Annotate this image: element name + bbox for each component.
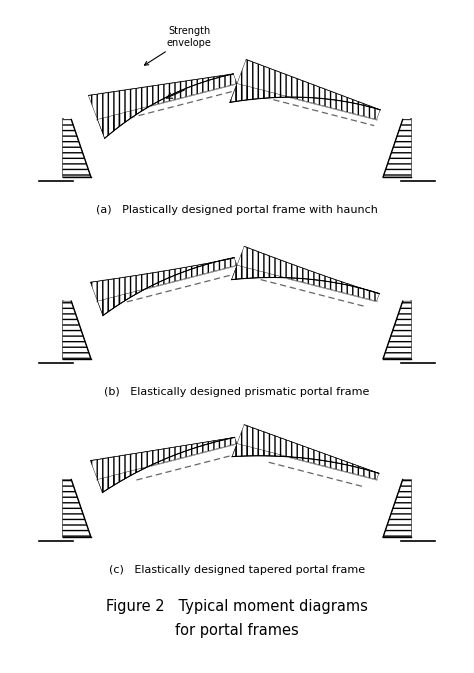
Text: Figure 2   Typical moment diagrams: Figure 2 Typical moment diagrams bbox=[106, 599, 368, 614]
Polygon shape bbox=[383, 120, 411, 177]
Polygon shape bbox=[63, 120, 91, 177]
Polygon shape bbox=[230, 59, 380, 110]
Polygon shape bbox=[98, 258, 237, 316]
Text: (b)   Elastically designed prismatic portal frame: (b) Elastically designed prismatic porta… bbox=[104, 387, 370, 397]
Polygon shape bbox=[98, 437, 237, 493]
Polygon shape bbox=[63, 479, 91, 537]
Polygon shape bbox=[91, 258, 234, 316]
Polygon shape bbox=[231, 265, 379, 302]
Polygon shape bbox=[232, 425, 379, 473]
Polygon shape bbox=[231, 246, 379, 293]
Polygon shape bbox=[383, 479, 411, 537]
Text: (c)   Elastically designed tapered portal frame: (c) Elastically designed tapered portal … bbox=[109, 565, 365, 575]
Text: (a)   Plastically designed portal frame with haunch: (a) Plastically designed portal frame wi… bbox=[96, 205, 378, 215]
Polygon shape bbox=[98, 74, 237, 139]
Polygon shape bbox=[383, 302, 411, 359]
Polygon shape bbox=[232, 444, 379, 479]
Polygon shape bbox=[91, 437, 235, 493]
Polygon shape bbox=[230, 83, 380, 120]
Text: Strength
envelope: Strength envelope bbox=[145, 26, 211, 65]
Text: for portal frames: for portal frames bbox=[175, 623, 299, 638]
Polygon shape bbox=[63, 302, 91, 359]
Polygon shape bbox=[88, 74, 233, 139]
